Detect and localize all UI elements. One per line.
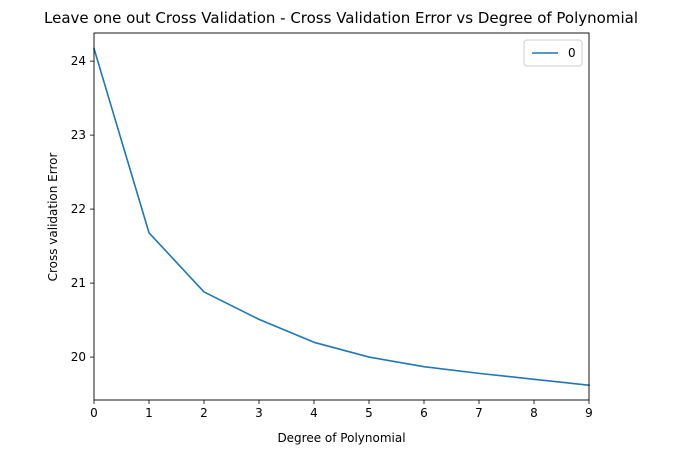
x-tick-label: 3 <box>255 406 263 420</box>
legend: 0 <box>523 39 583 67</box>
y-tick-label: 22 <box>71 202 86 216</box>
y-axis-ticks: 20 21 22 23 24 <box>71 54 94 364</box>
x-tick-label: 0 <box>90 406 98 420</box>
y-tick-label: 23 <box>71 128 86 142</box>
x-tick-label: 5 <box>365 406 373 420</box>
x-tick-label: 7 <box>475 406 483 420</box>
x-axis-ticks: 0 1 2 3 4 5 6 7 8 9 <box>90 400 593 420</box>
y-tick-label: 20 <box>71 350 86 364</box>
x-tick-label: 8 <box>530 406 538 420</box>
y-tick-label: 21 <box>71 276 86 290</box>
x-tick-label: 9 <box>585 406 593 420</box>
x-axis-label: Degree of Polynomial <box>277 431 405 445</box>
x-tick-label: 1 <box>145 406 153 420</box>
y-axis-label: Cross validation Error <box>46 153 60 282</box>
plot-area <box>93 32 590 401</box>
x-tick-label: 4 <box>310 406 318 420</box>
plot-frame <box>93 32 590 401</box>
series-line-0 <box>93 47 590 387</box>
x-tick-label: 2 <box>200 406 208 420</box>
x-tick-label: 6 <box>420 406 428 420</box>
legend-label: 0 <box>568 46 576 60</box>
chart-title: Leave one out Cross Validation - Cross V… <box>44 9 638 27</box>
y-tick-label: 24 <box>71 54 86 68</box>
